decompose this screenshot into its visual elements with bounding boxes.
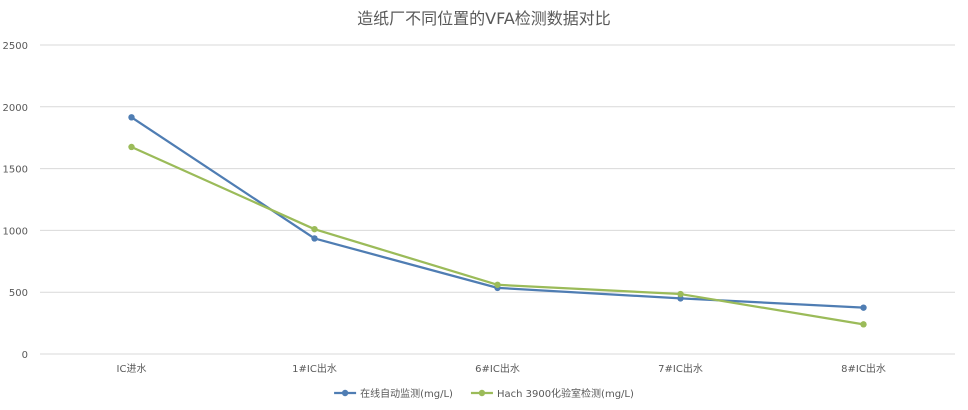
- data-point: [494, 281, 501, 288]
- y-tick-label: 2500: [3, 41, 28, 52]
- chart-title: 造纸厂不同位置的VFA检测数据对比: [357, 9, 611, 28]
- x-tick-label: 6#IC出水: [475, 362, 520, 375]
- data-point: [311, 235, 318, 242]
- legend-label: Hach 3900化验室检测(mg/L): [497, 387, 634, 400]
- x-tick-label: IC进水: [117, 363, 147, 375]
- y-tick-label: 2000: [3, 103, 28, 114]
- data-point: [860, 304, 867, 311]
- data-point: [677, 290, 684, 298]
- x-tick-label: 8#IC出水: [841, 362, 886, 375]
- legend-point-marker: [341, 389, 349, 397]
- legend: 在线自动监测(mg/L) Hach 3900化验室检测(mg/L): [334, 387, 634, 400]
- y-tick-label: 500: [9, 288, 28, 299]
- data-point: [311, 225, 318, 233]
- legend-point-marker: [478, 389, 486, 397]
- legend-label: 在线自动监测(mg/L): [360, 387, 453, 400]
- legend-item: Hach 3900化验室检测(mg/L): [470, 387, 634, 400]
- data-point: [128, 114, 135, 121]
- y-tick-label: 0: [22, 350, 28, 361]
- series-line: [130, 116, 864, 309]
- series-group: [128, 114, 867, 328]
- y-tick-label: 1500: [3, 165, 28, 176]
- series-line: [131, 145, 864, 326]
- x-tick-label: 1#IC出水: [292, 362, 337, 375]
- y-tick-label: 1000: [3, 226, 28, 237]
- y-axis: 0 500 1000 1500 2000 2500: [3, 41, 28, 361]
- grid: [40, 44, 955, 355]
- legend-item: 在线自动监测(mg/L): [334, 387, 453, 400]
- data-point: [128, 143, 135, 151]
- x-axis: IC进水 1#IC出水 6#IC出水 7#IC出水 8#IC出水: [117, 362, 886, 375]
- data-point: [860, 321, 867, 328]
- x-tick-label: 7#IC出水: [658, 362, 703, 375]
